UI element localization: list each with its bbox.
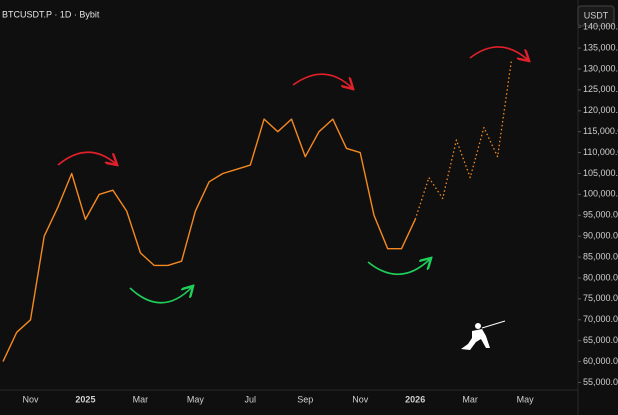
chart-title: BTCUSDT.P · 1D · Bybit — [2, 9, 100, 19]
arc-arrow — [57, 151, 116, 165]
price-line — [2, 118, 416, 362]
y-tick-label: 135,000.0 — [583, 42, 618, 52]
x-tick-label: Nov — [22, 394, 39, 404]
annotations — [57, 46, 528, 304]
x-tick-label: May — [517, 394, 535, 404]
currency-box[interactable] — [577, 5, 615, 27]
y-tick-label: 95,000.0 — [583, 210, 618, 220]
y-tick-label: 70,000.0 — [583, 314, 618, 324]
x-tick-label: Sep — [297, 394, 313, 404]
y-tick-label: 100,000.0 — [583, 189, 618, 199]
price-line — [414, 60, 513, 220]
y-tick-label: 140,000.0 — [583, 22, 618, 32]
y-tick-label: 75,000.0 — [583, 293, 618, 303]
arc-arrow — [129, 287, 192, 304]
y-tick-label: 85,000.0 — [583, 251, 618, 261]
arc-arrow — [367, 259, 430, 276]
x-tick-label: 2026 — [405, 394, 425, 404]
y-tick-label: 120,000.0 — [583, 105, 618, 115]
y-tick-label: 55,000.0 — [583, 377, 618, 387]
y-tick-label: 90,000.0 — [583, 231, 618, 241]
y-tick-label: 115,000.0 — [583, 126, 618, 136]
y-tick-label: 60,000.0 — [583, 356, 618, 366]
y-tick-label: 80,000.0 — [583, 272, 618, 282]
arc-arrow — [469, 46, 528, 60]
x-tick-label: Jul — [245, 394, 257, 404]
logo — [461, 320, 506, 350]
x-tick-label: Nov — [352, 394, 369, 404]
y-tick-label: 125,000.0 — [583, 84, 618, 94]
x-tick-label: May — [187, 394, 205, 404]
arc-arrow — [292, 73, 352, 88]
y-tick-label: 105,000.0 — [583, 168, 618, 178]
y-tick-label: 65,000.0 — [583, 335, 618, 345]
x-tick-label: Mar — [133, 394, 149, 404]
currency-label[interactable]: USDT — [584, 10, 609, 20]
x-tick-label: Mar — [462, 394, 478, 404]
y-tick-label: 130,000.0 — [583, 63, 618, 73]
x-tick-label: 2025 — [75, 394, 95, 404]
y-tick-label: 110,000.0 — [583, 147, 618, 157]
